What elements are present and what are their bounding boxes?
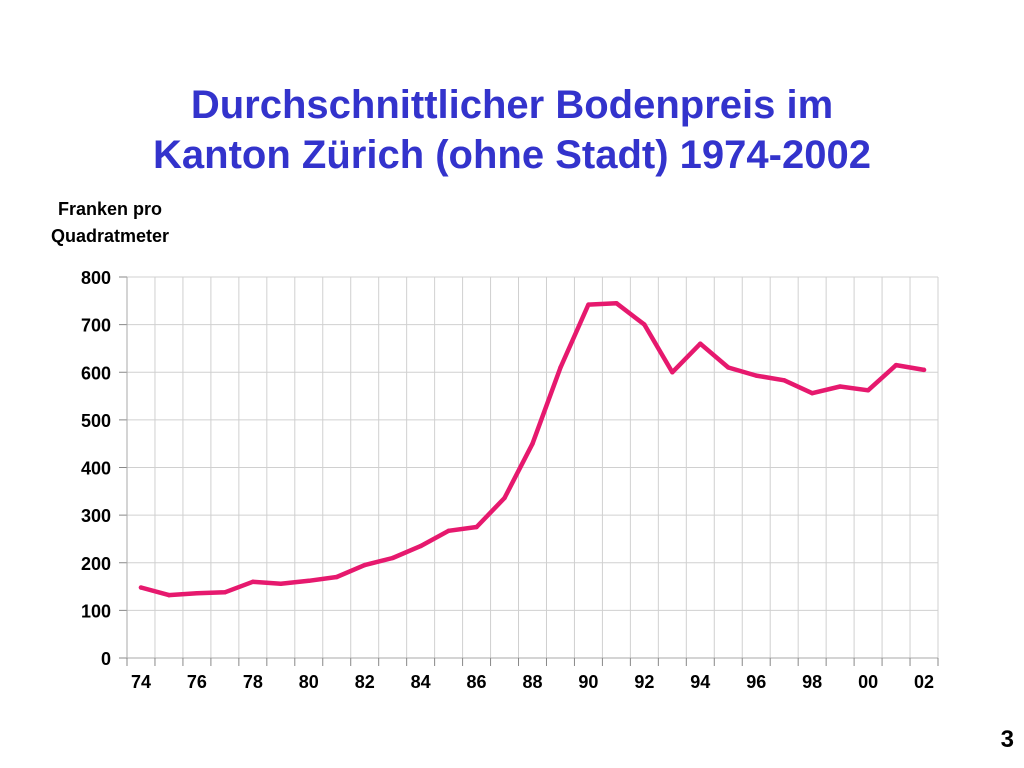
data-point (250, 579, 256, 584)
data-point (754, 373, 759, 378)
data-point (306, 578, 311, 584)
y-tick-label: 600 (81, 363, 111, 383)
x-tick-label: 80 (299, 672, 319, 692)
y-tick-label: 200 (81, 554, 111, 574)
x-tick-label: 78 (243, 672, 263, 692)
data-point (837, 384, 843, 389)
slide-title-line1: Durchschnittlicher Bodenpreis im (190, 83, 834, 127)
data-point (558, 365, 563, 370)
x-tick-label: 84 (411, 672, 431, 692)
data-point (222, 590, 228, 595)
x-tick-label: 00 (858, 672, 878, 692)
y-tick-label: 300 (81, 506, 111, 526)
data-point (670, 370, 675, 375)
x-tick-label: 98 (802, 672, 822, 692)
data-point (194, 591, 200, 596)
y-tick-label: 0 (101, 649, 111, 669)
data-point (362, 562, 367, 568)
x-tick-label: 86 (467, 672, 487, 692)
page-number: 3 (1000, 726, 1014, 753)
y-tick-label: 500 (81, 411, 111, 431)
x-tick-label: 92 (634, 672, 654, 692)
data-point (138, 585, 144, 590)
data-point (893, 362, 899, 368)
data-point (166, 592, 172, 598)
slide-title: Durchschnittlicher Bodenpreis im Kanton … (0, 80, 1024, 180)
data-point (865, 388, 871, 393)
data-point (698, 341, 703, 346)
y-axis-title-line1: Franken pro (57, 199, 163, 219)
x-tick-label: 94 (690, 672, 710, 692)
data-point (726, 365, 731, 370)
data-point (921, 367, 927, 373)
y-axis-title: Franken pro Quadratmeter (20, 196, 200, 250)
data-point (278, 581, 284, 586)
series-line (138, 300, 927, 598)
x-tick-label: 76 (187, 672, 207, 692)
y-tick-label: 700 (81, 316, 111, 336)
data-point (390, 555, 395, 561)
data-point (586, 302, 591, 307)
data-point (781, 378, 787, 383)
slide-title-line2: Kanton Zürich (ohne Stadt) 1974-2002 (153, 133, 871, 177)
y-tick-label: 100 (81, 601, 111, 621)
data-point (474, 524, 479, 530)
x-tick-label: 82 (355, 672, 375, 692)
data-point (446, 528, 451, 534)
x-tick-label: 02 (914, 672, 934, 692)
data-point (614, 300, 619, 306)
y-tick-label: 800 (81, 268, 111, 288)
data-point (642, 322, 647, 327)
data-point (502, 495, 507, 501)
x-tick-label: 90 (578, 672, 598, 692)
data-point (334, 574, 339, 580)
x-tick-label: 74 (131, 672, 151, 692)
data-point (809, 391, 815, 396)
x-tick-label: 88 (522, 672, 542, 692)
y-axis-title-line2: Quadratmeter (50, 226, 170, 246)
x-tick-label: 96 (746, 672, 766, 692)
data-point (418, 543, 423, 549)
data-point (530, 441, 535, 446)
y-tick-label: 400 (81, 459, 111, 479)
